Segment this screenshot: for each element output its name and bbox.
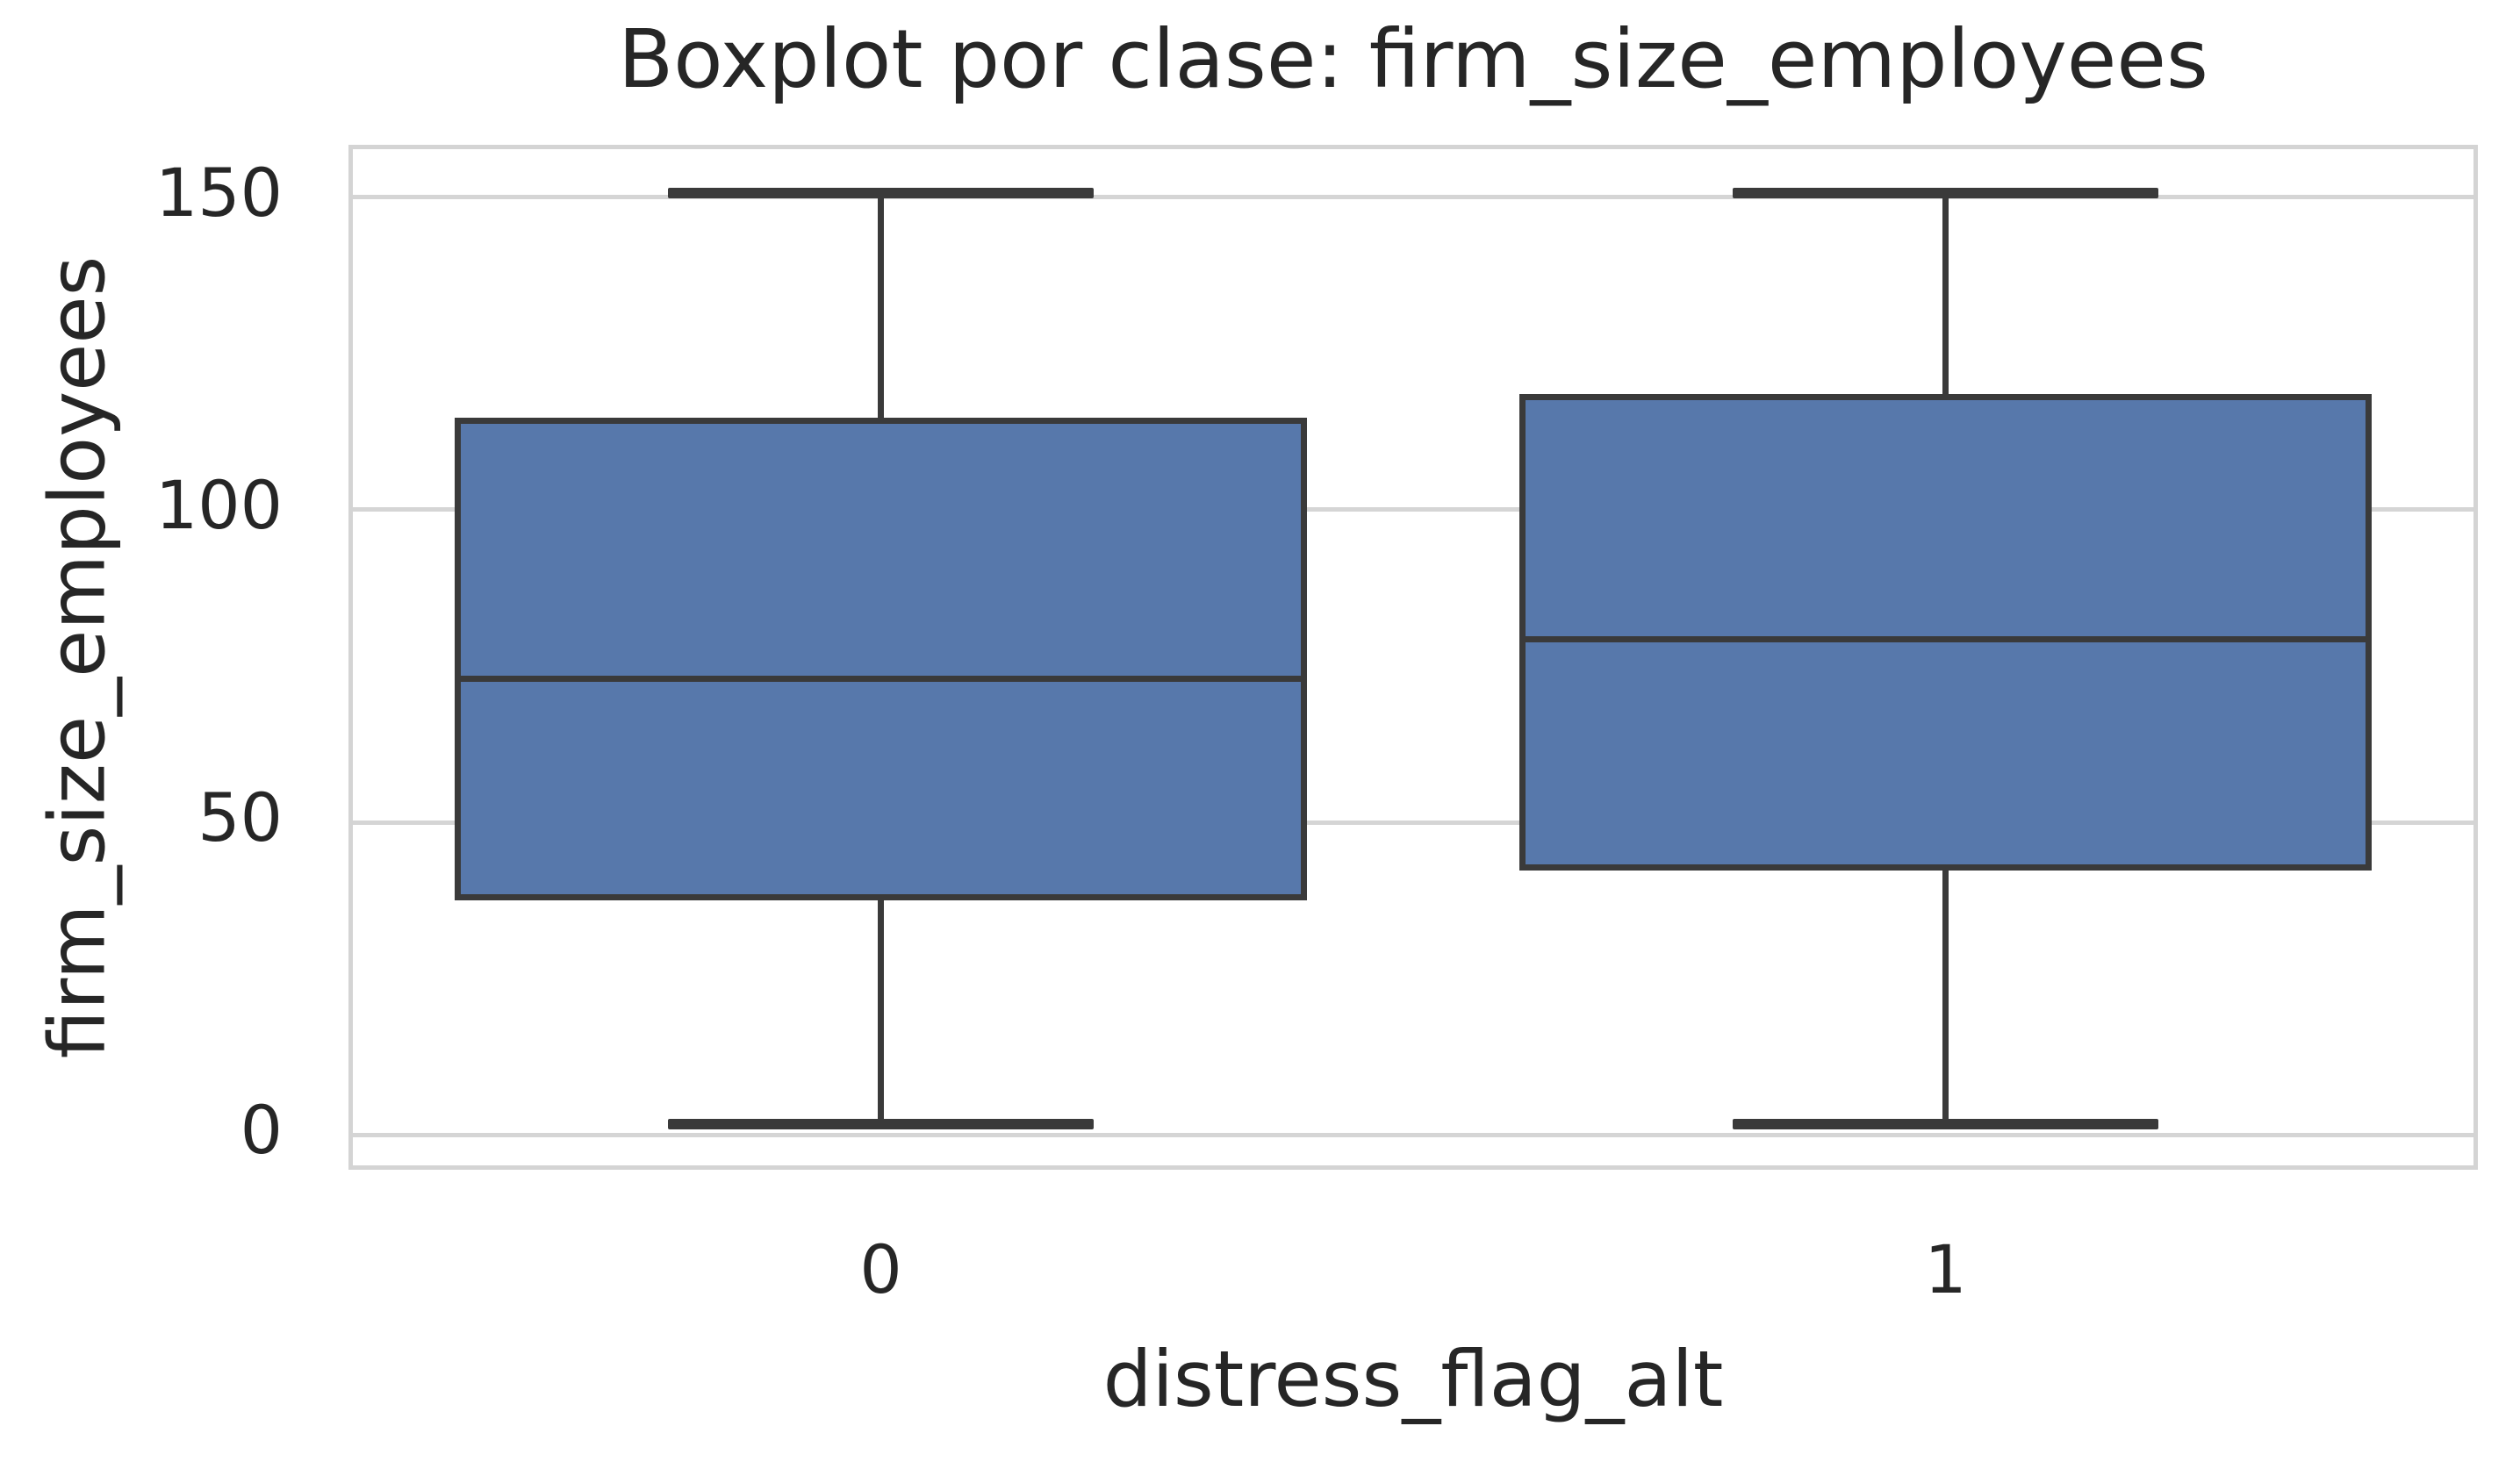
ytick-label-50: 50 [197,778,283,857]
whisker-lower-0 [878,897,884,1124]
whisker-upper-1 [1942,192,1949,398]
gridline-150 [353,195,2473,200]
box-1 [1519,394,2372,871]
cap-lower-1 [1732,1119,2159,1129]
gridline-50 [353,820,2473,825]
whisker-upper-0 [878,192,884,421]
median-line-0 [455,676,1307,683]
ytick-label-0: 0 [240,1091,283,1170]
x-axis-label: distress_flag_alt [1102,1334,1724,1424]
box-0 [455,417,1307,900]
cap-upper-0 [667,187,1095,198]
gridline-0 [353,1132,2473,1137]
y-axis-label: firm_size_employees [32,255,123,1059]
gridline-100 [353,507,2473,512]
ytick-label-100: 100 [154,465,283,544]
xtick-label-1: 1 [1924,1230,1967,1308]
cap-upper-1 [1732,187,2159,198]
xtick-label-0: 0 [859,1230,902,1308]
cap-lower-0 [667,1119,1095,1129]
median-line-1 [1519,635,2372,642]
ytick-label-150: 150 [154,153,283,232]
whisker-lower-1 [1942,867,1949,1124]
chart-title: Boxplot por clase: firm_size_employees [618,12,2208,106]
